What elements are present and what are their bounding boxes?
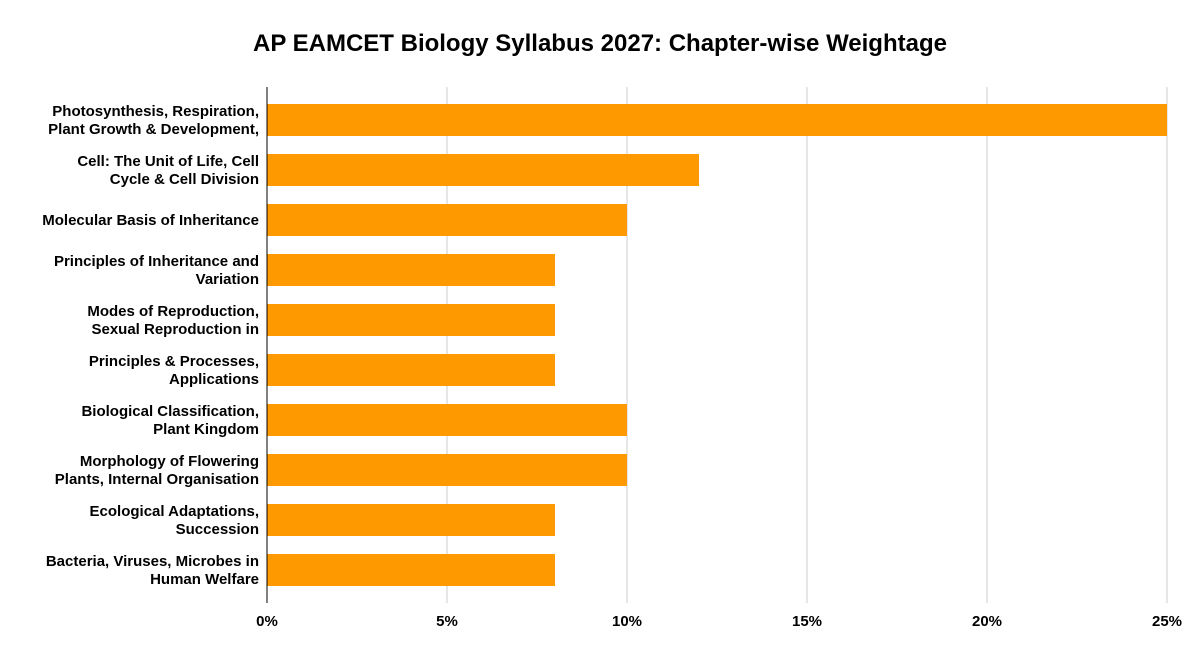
category-label: Photosynthesis, Respiration, Plant Growth… — [48, 103, 259, 138]
bar — [267, 204, 627, 236]
x-tick-label: 15% — [792, 613, 822, 630]
bar — [267, 554, 555, 586]
bar — [267, 104, 1167, 136]
x-tick-label: 5% — [436, 613, 458, 630]
bar — [267, 154, 699, 186]
chart-title: AP EAMCET Biology Syllabus 2027: Chapter… — [253, 30, 947, 57]
bar — [267, 304, 555, 336]
category-label: Biological Classification, Plant Kingdom — [81, 403, 259, 438]
bar — [267, 504, 555, 536]
x-tick-label: 25% — [1152, 613, 1182, 630]
category-label: Modes of Reproduction, Sexual Reproductio… — [87, 303, 259, 338]
bar — [267, 254, 555, 286]
category-label: Ecological Adaptations, Succession — [90, 503, 259, 538]
bar — [267, 354, 555, 386]
x-tick-label: 0% — [256, 613, 278, 630]
bar — [267, 454, 627, 486]
category-label: Principles & Processes, Applications — [89, 353, 259, 388]
bar — [267, 404, 627, 436]
category-label: Principles of Inheritance and Variation — [54, 253, 259, 288]
category-label: Molecular Basis of Inheritance — [42, 212, 259, 229]
category-label: Bacteria, Viruses, Microbes in Human Welf… — [46, 553, 259, 588]
x-tick-label: 10% — [612, 613, 642, 630]
x-tick-label: 20% — [972, 613, 1002, 630]
category-label: Morphology of Flowering Plants, Internal … — [55, 453, 259, 488]
category-label: Cell: The Unit of Life, Cell Cycle & Cell… — [77, 153, 259, 188]
